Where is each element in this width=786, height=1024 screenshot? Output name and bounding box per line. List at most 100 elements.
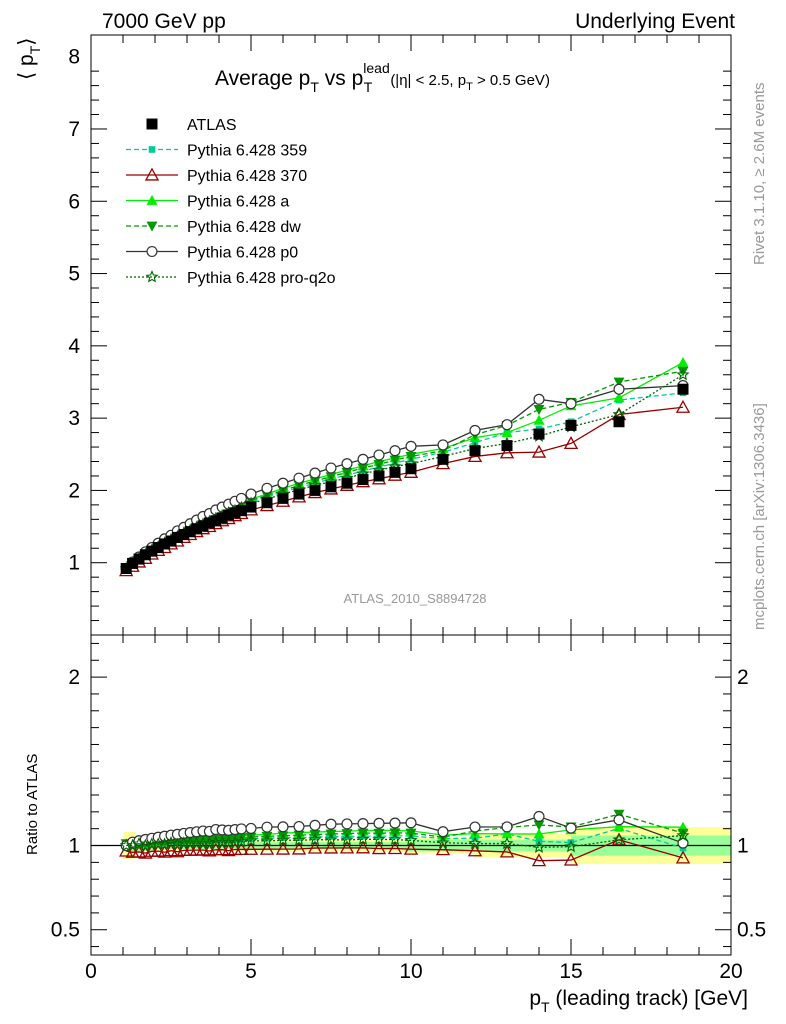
header-left: 7000 GeV pp: [102, 10, 226, 33]
data-point: [613, 392, 625, 403]
data-point: [234, 834, 248, 848]
data-point: [563, 436, 579, 450]
data-point: [277, 831, 289, 842]
data-point: [151, 843, 166, 857]
data-point: [163, 843, 179, 857]
x-tick-label: 15: [559, 960, 582, 983]
data-point: [675, 850, 691, 864]
series-2: [119, 399, 691, 577]
series-1: [122, 389, 687, 572]
data-point: [501, 419, 513, 431]
data-point: [468, 836, 482, 850]
data-point: [533, 828, 545, 839]
data-point: [437, 453, 449, 465]
data-point: [170, 837, 184, 850]
data-point: [152, 542, 164, 554]
data-point: [501, 440, 513, 452]
data-point: [501, 821, 513, 833]
data-point: [144, 167, 160, 181]
data-point: [202, 836, 216, 849]
data-point: [127, 557, 139, 569]
data-point: [139, 549, 151, 561]
ratio-series-5: [120, 810, 689, 852]
ratio-y-tick-label: 1: [737, 835, 749, 858]
data-point: [308, 832, 322, 846]
main-axis: 1 2 3 4 5 6 7 8: [68, 35, 732, 636]
data-point: [223, 509, 235, 521]
data-point: [309, 476, 321, 487]
data-point: [276, 833, 290, 846]
data-point: [171, 531, 183, 543]
ratio-series-2: [119, 832, 691, 867]
data-point: [356, 832, 370, 845]
data-point: [499, 844, 515, 858]
data-point: [341, 818, 353, 830]
data-point: [145, 270, 159, 283]
data-point: [131, 844, 147, 858]
data-point: [469, 821, 481, 833]
data-point: [234, 842, 249, 856]
data-point: [371, 841, 387, 855]
data-point: [533, 810, 545, 822]
data-point: [148, 146, 156, 153]
data-point: [293, 488, 305, 500]
data-point: [372, 832, 386, 846]
analysis-label: ATLAS_2010_S8894728: [344, 591, 487, 606]
series-line: [125, 374, 684, 570]
data-point: [293, 820, 305, 833]
data-point: [612, 832, 626, 846]
ratio-series-line: [126, 839, 684, 862]
data-point: [373, 470, 385, 482]
ratio-axis: 0 5 10 15 20 0.5 0.5 1 1 2 2: [51, 635, 766, 983]
legend-label: Pythia 6.428 p0: [187, 245, 298, 262]
data-point: [291, 841, 307, 855]
data-point: [355, 840, 371, 854]
data-point: [307, 840, 323, 854]
data-point: [197, 520, 209, 532]
x-tick-label: 20: [719, 960, 742, 983]
data-point: [388, 832, 402, 846]
data-point: [138, 838, 152, 852]
data-point: [404, 833, 418, 847]
data-point: [277, 492, 289, 504]
data-point: [184, 526, 196, 538]
ratio-y-tick-label: 2: [737, 666, 749, 689]
x-tick-label: 10: [399, 960, 422, 983]
y-tick-label: 2: [68, 479, 80, 502]
ratio-series-6: [119, 828, 690, 853]
data-point: [260, 834, 274, 847]
data-point: [469, 445, 481, 457]
legend-label: Pythia 6.428 a: [187, 194, 289, 211]
data-point: [178, 529, 190, 541]
data-point: [675, 399, 691, 413]
data-point: [244, 833, 258, 847]
data-point: [339, 840, 355, 854]
y-tick-label: 3: [68, 407, 80, 430]
ratio-series-line: [126, 834, 684, 848]
x-axis-label: pT (leading track) [GeV]: [529, 987, 748, 1015]
y-axis-label: ⟨ pT⟩: [15, 38, 43, 80]
data-point: [171, 837, 183, 848]
data-point: [275, 841, 291, 855]
data-point: [245, 832, 257, 843]
y-tick-label: 6: [68, 190, 80, 213]
ratio-plot-frame: [90, 634, 732, 956]
data-point: [501, 828, 513, 839]
data-point: [216, 512, 228, 524]
data-point: [277, 477, 289, 489]
data-point: [235, 833, 247, 844]
y-tick-label: 5: [68, 263, 80, 286]
data-point: [133, 553, 145, 565]
x-tick-label: 5: [245, 960, 257, 983]
data-point: [261, 831, 273, 842]
series-4: [120, 366, 689, 574]
data-point: [499, 445, 515, 459]
data-point: [164, 836, 178, 849]
ratio-y-tick-label: 0.5: [737, 919, 766, 942]
data-point: [228, 835, 242, 849]
series-line: [125, 406, 684, 572]
series-line: [125, 361, 684, 569]
data-point: [501, 427, 513, 437]
data-point: [613, 377, 625, 388]
data-point: [309, 484, 321, 496]
